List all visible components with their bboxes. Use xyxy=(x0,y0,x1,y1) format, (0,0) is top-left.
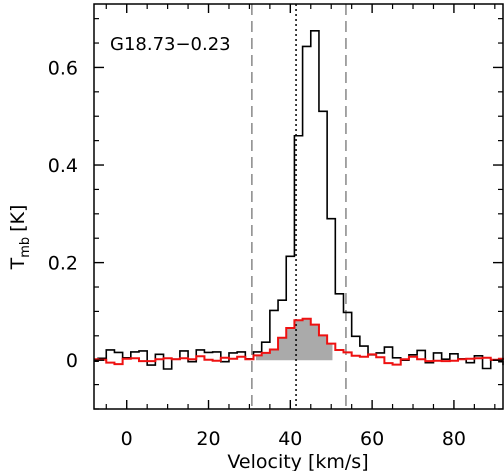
y-axis-label-sub: mb xyxy=(18,237,33,258)
series-line-black xyxy=(94,30,504,370)
x-axis-label: Velocity [km/s] xyxy=(227,451,368,471)
y-tick-label: 0 xyxy=(66,350,78,372)
ticks-group: 0 20 40 60 80 0 0.2 0.4 0.6 xyxy=(48,4,503,450)
x-tick-label: 80 xyxy=(442,428,466,450)
series-group xyxy=(94,30,504,370)
x-tick-label: 0 xyxy=(121,428,133,450)
x-tick-label: 20 xyxy=(196,428,220,450)
chart-annotation: G18.73−0.23 xyxy=(110,34,231,55)
y-tick-label: 0.6 xyxy=(48,57,78,79)
x-tick-label: 40 xyxy=(278,428,302,450)
series-line-red xyxy=(94,317,504,366)
y-tick-label: 0.4 xyxy=(48,155,78,177)
x-tick-label: 60 xyxy=(360,428,384,450)
y-axis-label: Tmb [K] xyxy=(7,205,33,271)
y-axis-label-unit: [K] xyxy=(7,205,29,232)
y-axis-label-main: T xyxy=(7,257,29,270)
plot-frame xyxy=(93,3,504,410)
y-tick-label: 0.2 xyxy=(48,253,78,275)
